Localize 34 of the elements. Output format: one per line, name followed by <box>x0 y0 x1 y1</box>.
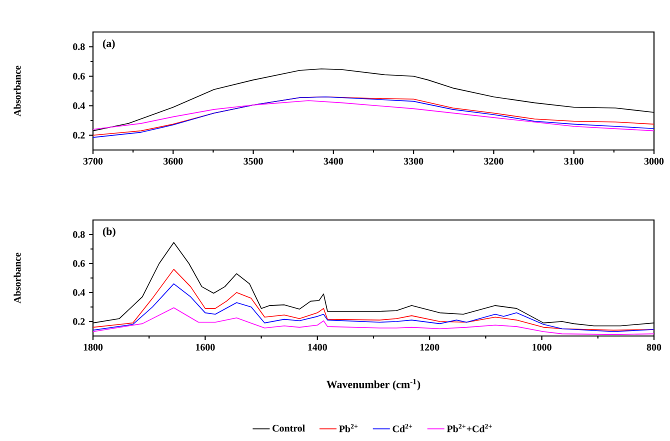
x-tick-label: 3100 <box>564 158 584 165</box>
legend-label: Control <box>272 424 305 432</box>
y-tick-label: 0.8 <box>73 43 85 50</box>
x-tick-label: 3200 <box>484 158 504 165</box>
x-tick-label: 1800 <box>84 344 103 351</box>
annotation: (a) <box>102 39 115 50</box>
x-tick-label: 1000 <box>532 344 552 351</box>
y-tick-label: 0.4 <box>73 102 85 110</box>
x-tick-label: 1400 <box>308 344 327 351</box>
line-series <box>92 268 654 331</box>
x-tick-label: 3400 <box>324 158 344 165</box>
x-tick-label: 1200 <box>420 344 440 351</box>
annotation: (b) <box>102 227 116 238</box>
x-axis-title: Wavenumber (cm$^{-1}$) <box>326 379 420 390</box>
x-tick-label: 1600 <box>196 344 215 351</box>
x-tick-label: 3700 <box>83 158 103 165</box>
line-series <box>92 307 654 335</box>
x-tick-label: 3500 <box>244 158 263 165</box>
y-axis-title: Absorbance <box>14 252 21 304</box>
legend-label: Pb$^{2+}$+Cd$^{2+}$ <box>446 424 492 432</box>
x-tick-label: 3000 <box>644 158 664 165</box>
y-tick-label: 0.8 <box>73 231 85 238</box>
line-series <box>92 283 654 332</box>
legend-label: Pb$^{2+}$ <box>339 424 358 432</box>
y-tick-label: 0.6 <box>73 72 85 80</box>
x-tick-label: 3300 <box>404 158 424 165</box>
legend-label: Cd$^{2+}$ <box>392 424 412 432</box>
y-tick-label: 0.2 <box>73 132 85 139</box>
x-tick-label: 800 <box>646 344 662 351</box>
y-axis-title: Absorbance <box>14 66 21 116</box>
y-tick-label: 0.2 <box>73 318 85 325</box>
y-tick-label: 0.6 <box>73 260 85 267</box>
x-tick-label: 3600 <box>164 158 183 165</box>
y-tick-label: 0.4 <box>73 289 85 296</box>
